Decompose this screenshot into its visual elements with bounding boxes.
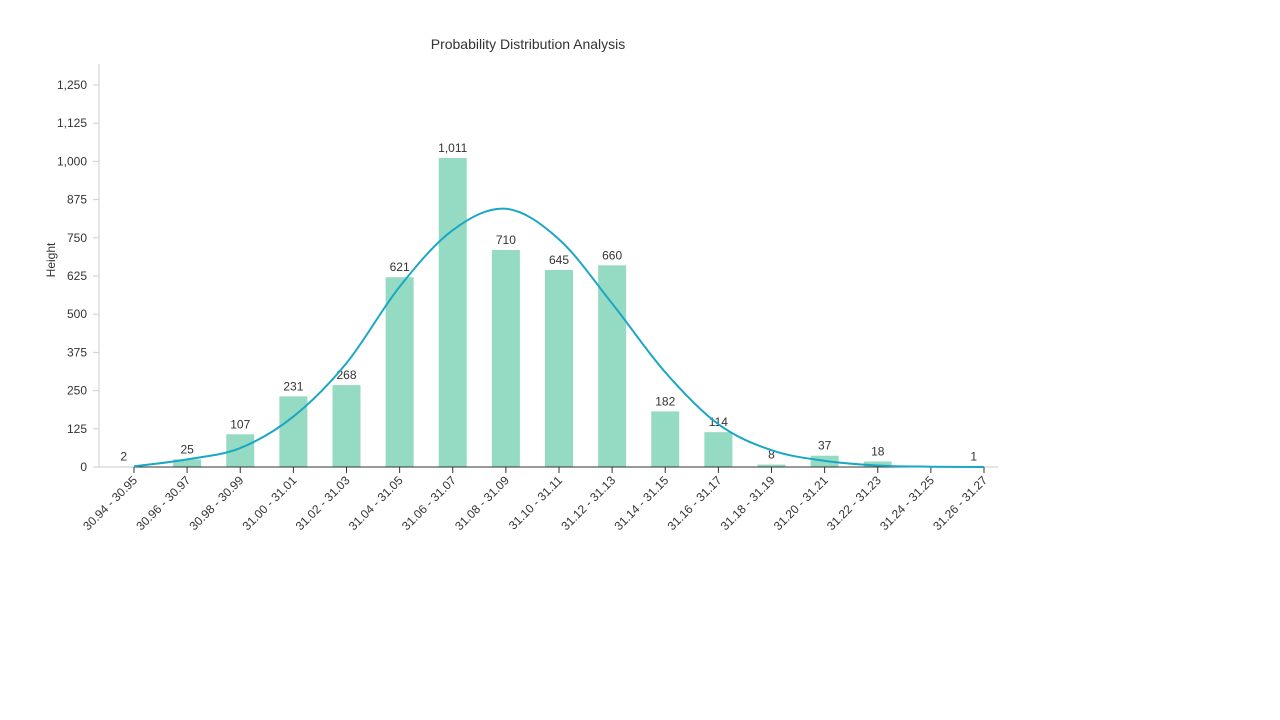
x-tick-label: 30.94 - 30.95 [80,473,140,533]
bar [279,396,308,467]
y-tick-label: 625 [67,269,87,283]
bar-value-label: 231 [283,379,303,393]
x-tick-label: 31.02 - 31.03 [293,473,353,533]
x-tick-label: 31.20 - 31.21 [771,473,831,533]
y-tick-label: 750 [67,231,87,245]
x-tick-label: 31.08 - 31.09 [452,473,512,533]
y-tick-label: 1,250 [57,78,87,92]
chart-title: Probability Distribution Analysis [431,36,626,52]
bar-value-label: 1,011 [438,141,467,155]
bar-value-label: 1 [970,450,977,464]
bar [545,269,573,467]
y-tick-label: 875 [67,193,87,207]
bar-value-label: 107 [230,417,250,431]
y-tick-label: 125 [67,422,87,436]
bar-value-label: 182 [655,394,675,408]
distribution-curve [133,207,985,468]
x-tick-label: 31.16 - 31.17 [665,473,725,533]
bar-value-label: 8 [768,448,775,462]
bar [704,432,733,467]
x-tick-label: 31.00 - 31.01 [240,473,300,533]
y-tick-label: 375 [67,345,87,359]
bar-value-label: 710 [496,233,516,247]
bar [385,277,414,467]
bar [757,464,786,467]
y-axis-label: Height [44,242,58,277]
bar-value-label: 645 [549,253,569,267]
bar-value-label: 18 [871,444,885,458]
x-tick-label: 31.06 - 31.07 [399,473,459,533]
x-tick-label: 31.22 - 31.23 [824,473,884,533]
bar-value-label: 114 [709,415,728,429]
x-tick-label: 31.18 - 31.19 [718,473,778,533]
x-tick-label: 31.12 - 31.13 [558,473,618,533]
y-axis-ticks: 0 125 250 375 500 625 750 875 1,000 1,125 1,250 [57,78,99,474]
x-tick-label: 31.10 - 31.11 [506,473,566,533]
bar-value-label: 621 [390,260,410,274]
bar [598,265,627,467]
bar-value-label: 2 [120,449,127,463]
bar-value-label: 37 [818,439,832,453]
bar-value-label: 268 [336,368,356,382]
x-tick-label: 30.98 - 30.99 [186,473,246,533]
bar-value-label: 25 [180,442,194,456]
bar [438,158,467,468]
y-tick-label: 1,000 [57,154,87,168]
y-tick-label: 500 [67,307,87,321]
x-tick-label: 31.14 - 31.15 [611,473,671,533]
bar [651,411,680,467]
bar [173,459,202,467]
x-tick-label: 31.24 - 31.25 [877,473,937,533]
bar [332,385,361,467]
x-tick-label: 31.04 - 31.05 [346,473,406,533]
x-tick-label: 30.96 - 30.97 [133,473,193,533]
bar [863,461,892,467]
y-tick-label: 1,125 [57,116,87,130]
bar [491,250,520,467]
y-tick-label: 250 [67,384,87,398]
bars-group [120,158,998,468]
y-tick-label: 0 [80,460,87,474]
x-tick-label: 31.26 - 31.27 [930,473,990,533]
bar-value-label: 660 [602,248,622,262]
data-labels-group: 2 25 107 231 268 621 1,011 710 645 660 182 114 8 37 18… [120,141,977,464]
